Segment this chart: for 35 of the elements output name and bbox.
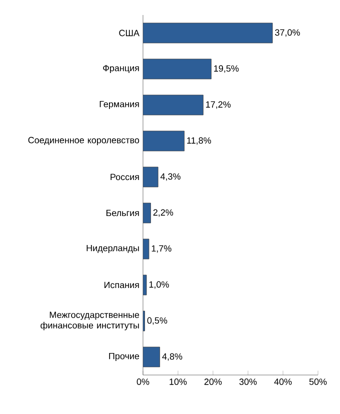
- x-tick-label: 20%: [204, 378, 222, 385]
- x-tick-label: 10%: [170, 378, 187, 385]
- y-tick-label: Межгосударственные финансовые институты: [40, 312, 140, 330]
- data-label: 11,8%: [187, 137, 212, 145]
- data-label: 37,0%: [275, 29, 300, 37]
- data-label: 1,0%: [149, 281, 169, 289]
- data-label: 0,5%: [147, 317, 168, 325]
- x-tick-label: 50%: [309, 378, 327, 385]
- bar: [143, 58, 212, 80]
- y-tick-label: Прочие: [109, 352, 140, 362]
- y-tick-label: Соединенное королевство: [28, 136, 140, 146]
- data-label: 2,2%: [153, 209, 174, 217]
- bar: [143, 94, 204, 116]
- y-tick-label: США: [119, 30, 140, 36]
- data-label: 19,5%: [214, 65, 239, 73]
- x-tick-label: 40%: [274, 378, 292, 385]
- y-tick-label: Бельгия: [106, 210, 139, 216]
- data-label: 17,2%: [206, 101, 231, 109]
- bar: [143, 274, 147, 296]
- bar: [143, 22, 273, 44]
- x-tick-label: 30%: [239, 378, 257, 385]
- bar: [143, 202, 151, 224]
- y-tick-label: Германия: [100, 100, 139, 110]
- bar: [143, 166, 158, 188]
- data-label: 4,8%: [162, 353, 182, 361]
- x-tick-label: 0%: [136, 378, 150, 385]
- y-tick-label: Нидерланды: [86, 244, 139, 254]
- y-tick-label: Испания: [104, 282, 139, 288]
- bar: [143, 238, 150, 260]
- data-label: 1,7%: [152, 245, 172, 253]
- bar: [143, 346, 160, 368]
- y-tick-label: Россия: [110, 174, 139, 180]
- y-tick-label: Франция: [103, 64, 139, 74]
- data-label: 4,3%: [160, 173, 180, 181]
- bar: [143, 130, 184, 152]
